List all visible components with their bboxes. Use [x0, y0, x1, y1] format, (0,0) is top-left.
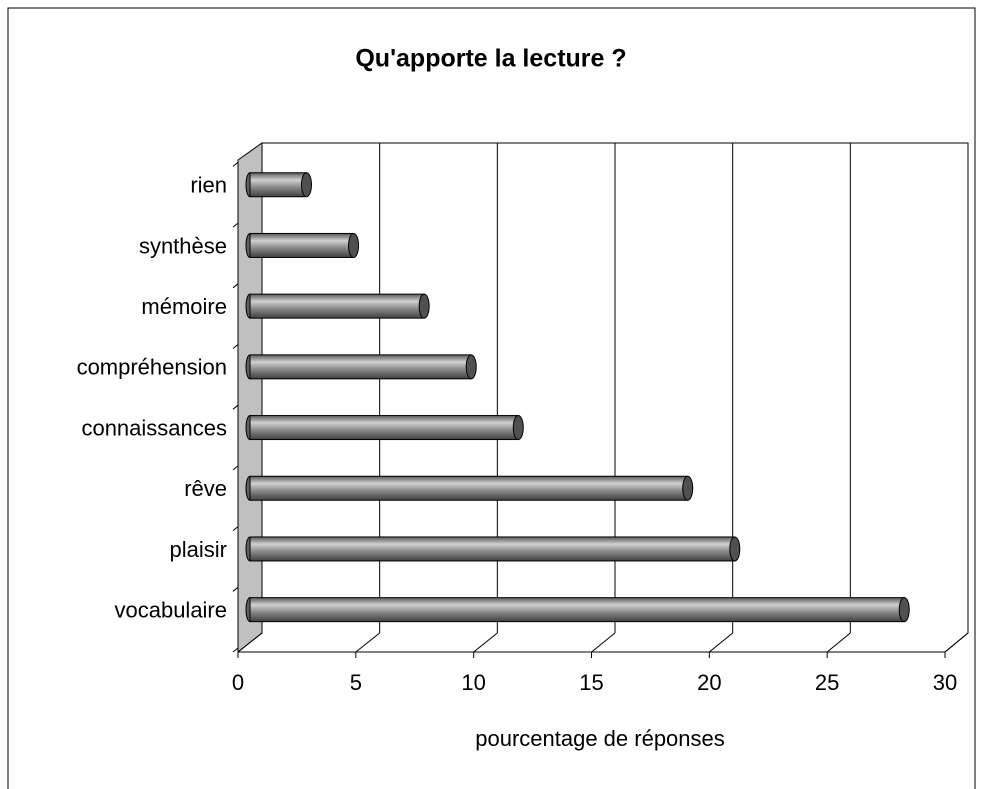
y-tick: [232, 465, 239, 471]
x-tick-label: 0: [232, 670, 244, 695]
y-tick: [232, 586, 239, 592]
y-tick: [232, 344, 239, 349]
y-tick-label: synthèse: [139, 233, 227, 258]
bar: [245, 597, 910, 623]
y-tick: [232, 647, 239, 653]
y-tick-label: rêve: [184, 476, 227, 501]
floor-line: [591, 632, 616, 653]
x-tick-label: 5: [350, 670, 362, 695]
floor-line: [826, 632, 851, 653]
bar: [245, 475, 694, 501]
y-tick: [232, 162, 239, 167]
bar: [245, 415, 524, 441]
x-tick-label: 20: [697, 670, 721, 695]
floor-line: [237, 632, 263, 653]
floor-line: [709, 632, 733, 653]
y-tick-label: plaisir: [170, 537, 227, 562]
bar: [245, 354, 477, 380]
bar: [245, 536, 741, 562]
side-wall: [237, 142, 263, 654]
bar: [245, 232, 360, 258]
floor-line: [355, 632, 380, 653]
y-tick: [232, 222, 239, 228]
y-tick: [232, 404, 239, 410]
floor-line: [473, 632, 498, 653]
bar: [245, 293, 430, 319]
bar: [245, 172, 312, 198]
y-tick-label: compréhension: [77, 355, 227, 380]
x-tick-label: 15: [579, 670, 603, 695]
x-axis-title: pourcentage de réponses: [475, 726, 725, 751]
y-tick-label: rien: [190, 173, 227, 198]
y-tick: [232, 526, 239, 531]
y-tick-label: connaissances: [81, 415, 227, 440]
x-tick-label: 10: [461, 670, 485, 695]
chart-title: Qu'apporte la lecture ?: [355, 45, 626, 73]
y-tick: [232, 283, 239, 289]
x-tick-label: 30: [933, 670, 957, 695]
floor-line: [944, 632, 969, 653]
x-tick-label: 25: [815, 670, 839, 695]
y-tick-label: mémoire: [141, 294, 227, 319]
frame: [7, 7, 976, 789]
y-tick-label: vocabulaire: [114, 597, 227, 622]
